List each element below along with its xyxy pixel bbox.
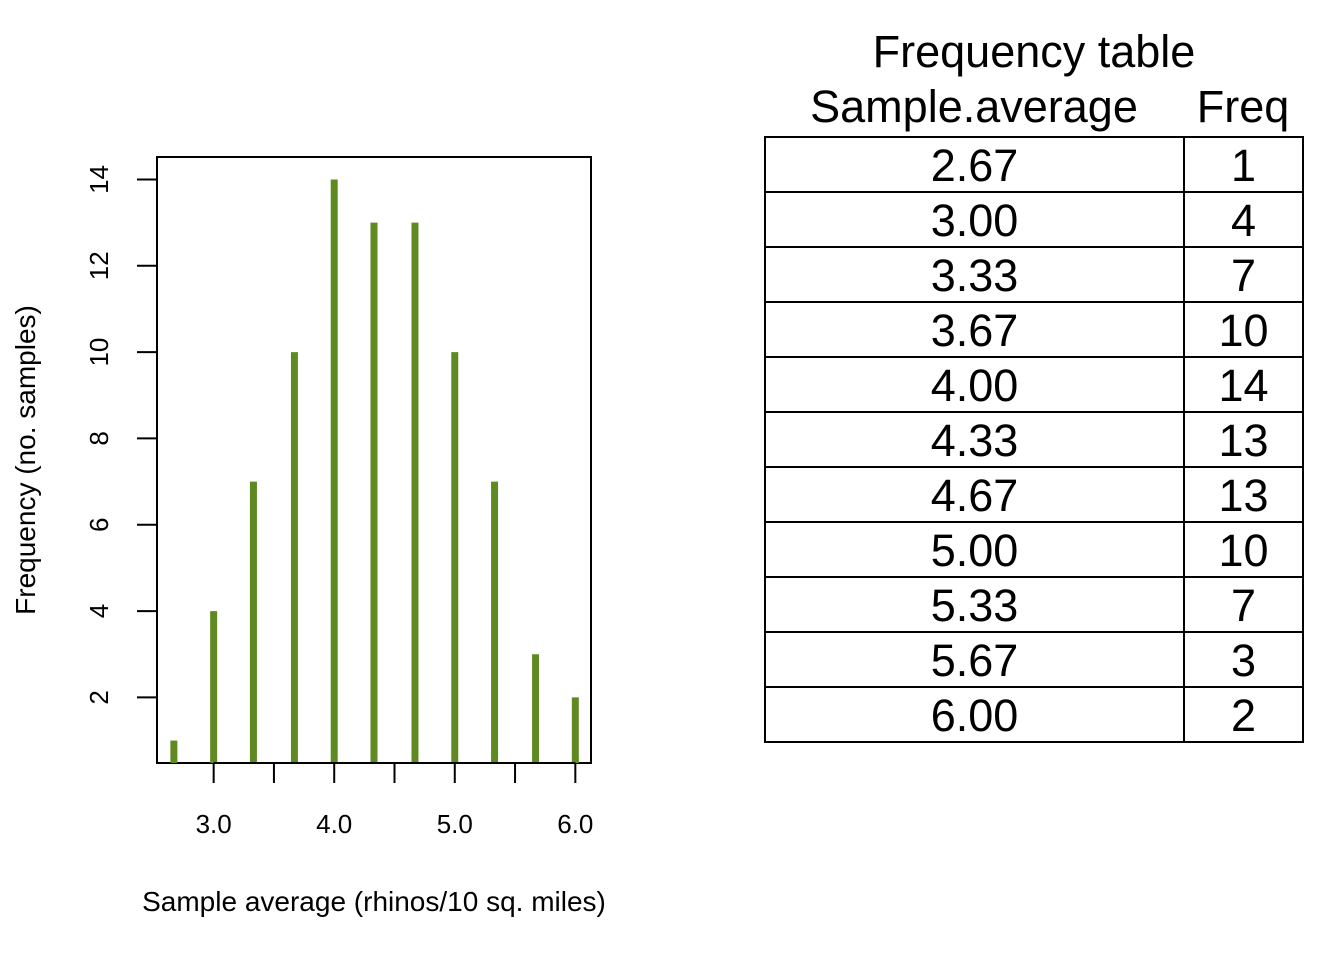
table-cell-sample-average: 3.00 (931, 195, 1019, 246)
x-axis-title: Sample average (rhinos/10 sq. miles) (142, 886, 606, 917)
table-body: 2.67 1 3.00 4 3.33 7 3.67 10 4.00 14 4.33 13 4.67 13 5… (764, 136, 1304, 743)
table-cell-sample-average: 5.33 (931, 580, 1019, 631)
table-cell-freq: 14 (1218, 360, 1268, 411)
frequency-table: Frequency table Sample.average Freq 2.67… (764, 26, 1304, 743)
table-title: Frequency table (873, 26, 1196, 77)
table-cell-sample-average: 5.67 (931, 635, 1019, 686)
table-cell-sample-average: 4.00 (931, 360, 1019, 411)
table-cell-freq: 7 (1231, 580, 1256, 631)
bars-group (170, 179, 579, 763)
table-cell-freq: 2 (1231, 690, 1256, 741)
y-tick-label: 10 (84, 338, 114, 367)
table-cell-sample-average: 5.00 (931, 525, 1019, 576)
table-cell-freq: 10 (1218, 305, 1268, 356)
x-tick-label: 4.0 (316, 809, 352, 839)
table-cell-freq: 4 (1231, 195, 1256, 246)
table-cell-sample-average: 3.33 (931, 250, 1019, 301)
table-cell-freq: 13 (1218, 470, 1268, 521)
bar-chart: 3.0 4.0 5.0 6.0 2 4 6 8 10 12 14 Sample average (… (10, 156, 606, 917)
y-tick-label: 8 (84, 431, 114, 445)
x-tick-label: 6.0 (557, 809, 593, 839)
y-tick-label: 12 (84, 251, 114, 280)
column-header-freq: Freq (1197, 81, 1290, 132)
y-axis: 2 4 6 8 10 12 14 (84, 165, 158, 705)
table-cell-freq: 3 (1231, 635, 1256, 686)
table-cell-sample-average: 4.33 (931, 415, 1019, 466)
y-tick-label: 14 (84, 165, 114, 194)
table-cell-freq: 1 (1231, 140, 1256, 191)
table-cell-freq: 7 (1231, 250, 1256, 301)
x-tick-label: 3.0 (196, 809, 232, 839)
column-header-sample-average: Sample.average (810, 81, 1138, 132)
table-cell-sample-average: 4.67 (931, 470, 1019, 521)
y-axis-title: Frequency (no. samples) (10, 305, 41, 615)
y-tick-label: 4 (84, 604, 114, 618)
table-cell-sample-average: 6.00 (931, 690, 1019, 741)
table-cell-freq: 13 (1218, 415, 1268, 466)
y-tick-label: 6 (84, 518, 114, 532)
table-border (764, 136, 1304, 743)
x-tick-label: 5.0 (437, 809, 473, 839)
table-cell-sample-average: 2.67 (931, 140, 1019, 191)
table-cell-freq: 10 (1218, 525, 1268, 576)
table-cell-sample-average: 3.67 (931, 305, 1019, 356)
y-tick-label: 2 (84, 690, 114, 704)
x-axis: 3.0 4.0 5.0 6.0 (196, 762, 593, 839)
